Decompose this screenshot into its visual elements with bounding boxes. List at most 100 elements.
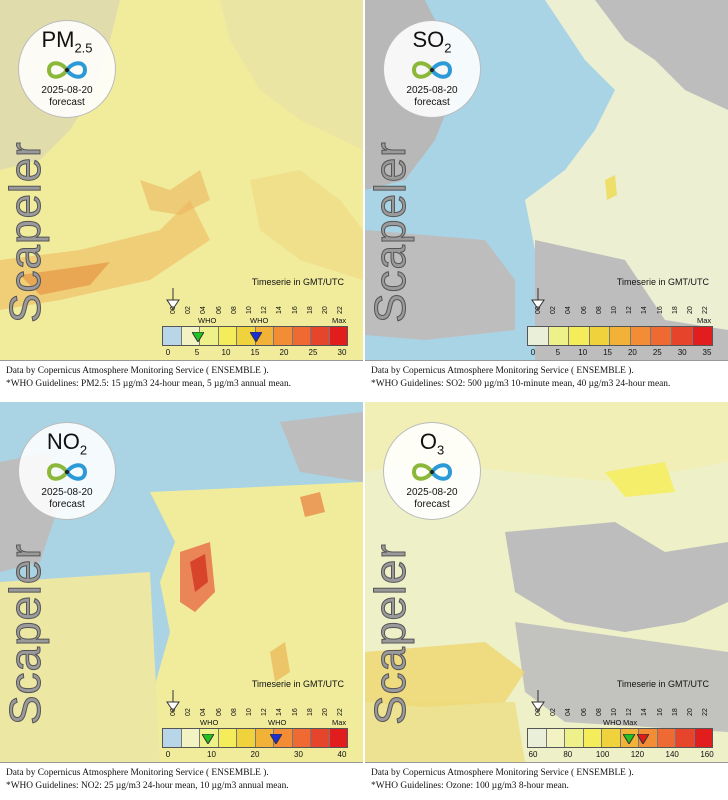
hour-label: 16 — [291, 306, 299, 314]
hour-label: 08 — [595, 306, 603, 314]
hour-label: 18 — [671, 708, 679, 716]
who-label: WHO — [250, 316, 269, 325]
scale-tick: 0 — [165, 750, 171, 759]
infinity-logo-icon — [46, 463, 88, 481]
hour-label: 08 — [595, 708, 603, 716]
scale-cell — [329, 729, 347, 747]
so2-timeserie-legend: Timeserie in GMT/UTC 00 02 04 06 08 10 12 14 16 1… — [525, 270, 715, 360]
scale-tick: 20 — [279, 348, 289, 357]
so2-footer: Data by Copernicus Atmosphere Monitoring… — [365, 360, 728, 398]
pm25-date: 2025-08-20 — [41, 85, 93, 96]
scale-cell — [630, 327, 652, 345]
time-arrow-icon — [166, 288, 180, 310]
hour-label: 10 — [246, 708, 253, 716]
panel-o3: O3 2025-08-20 forecast Scapeler Timeseri… — [365, 402, 728, 800]
hour-labels: 00 02 04 06 08 10 12 14 16 18 20 22 — [170, 696, 346, 718]
time-arrow-icon — [166, 690, 180, 712]
who-label: WHO — [268, 718, 287, 727]
max-label: Max — [623, 718, 638, 727]
scale-tick: 120 — [630, 750, 645, 759]
scale-cell — [694, 729, 712, 747]
hour-label: 14 — [641, 306, 649, 314]
scale-cell — [546, 729, 565, 747]
pm25-forecast-label: forecast — [49, 97, 85, 108]
hour-label: 00 — [535, 708, 542, 716]
scale-tick: 40 — [337, 750, 347, 759]
scale-tick: 0 — [530, 348, 536, 357]
hour-labels: 00 02 04 06 08 10 12 14 16 18 20 22 — [535, 294, 711, 316]
hour-labels: 00 02 04 06 08 10 12 14 16 18 20 22 — [170, 294, 346, 316]
no2-timeserie-legend: Timeserie in GMT/UTC 00 02 04 06 08 10 12 14 16 1… — [160, 672, 350, 762]
pm25-footer: Data by Copernicus Atmosphere Monitoring… — [0, 360, 363, 398]
hour-label: 22 — [337, 306, 345, 314]
color-scale — [527, 326, 713, 346]
footer-source: Data by Copernicus Atmosphere Monitoring… — [6, 366, 269, 376]
brand-watermark: Scapeler — [366, 141, 416, 324]
scale-tick: 30 — [337, 348, 347, 357]
scale-cell — [218, 729, 237, 747]
scale-cell — [610, 327, 631, 345]
so2-forecast-label: forecast — [414, 97, 450, 108]
o3-timeserie-legend: Timeserie in GMT/UTC 00 02 04 06 08 10 12 14 16 1… — [525, 672, 715, 762]
scale-cell — [602, 729, 621, 747]
hour-labels: 00 02 04 06 08 10 12 14 16 18 20 22 — [535, 696, 711, 718]
hour-label: 04 — [200, 708, 208, 716]
timeserie-title: Timeserie in GMT/UTC — [251, 679, 344, 689]
o3-badge: O3 2025-08-20 forecast — [383, 422, 481, 520]
o3-date: 2025-08-20 — [406, 487, 458, 498]
infinity-logo-icon — [46, 61, 88, 79]
scale-tick: 25 — [308, 348, 318, 357]
hour-label: 06 — [580, 708, 588, 716]
time-arrow-icon — [531, 288, 545, 310]
hour-label: 02 — [185, 306, 193, 314]
infinity-logo-icon — [411, 61, 453, 79]
brand-watermark: Scapeler — [1, 543, 51, 726]
max-label: Max — [332, 316, 347, 325]
blue-who-marker-icon — [250, 332, 262, 342]
color-scale — [162, 326, 348, 346]
timeserie-title: Timeserie in GMT/UTC — [616, 277, 709, 287]
scale-cell — [583, 729, 602, 747]
panel-so2: SO2 2025-08-20 forecast Scapeler Timeser… — [365, 0, 728, 398]
scale-cell — [163, 327, 182, 345]
footer-who: *WHO Guidelines: PM2.5: 15 µg/m3 24-hour… — [6, 379, 291, 389]
scale-tick: 20 — [627, 348, 637, 357]
hour-label: 22 — [702, 708, 710, 716]
scale-cell — [548, 327, 570, 345]
scale-tick: 100 — [595, 750, 610, 759]
hour-label: 18 — [671, 306, 679, 314]
scale-cell — [676, 729, 695, 747]
hour-label: 02 — [550, 708, 558, 716]
scale-cell — [569, 327, 590, 345]
who-label: WHO — [198, 316, 217, 325]
hour-label: 00 — [535, 306, 542, 314]
hour-label: 02 — [185, 708, 193, 716]
scale-cell — [181, 729, 200, 747]
scale-ticks: 0 5 10 15 20 25 30 35 — [527, 348, 713, 360]
scale-cell — [651, 327, 672, 345]
hour-label: 14 — [641, 708, 649, 716]
scale-cell — [218, 327, 237, 345]
scale-cell — [292, 327, 311, 345]
scale-cell — [292, 729, 311, 747]
who-label: WHO — [200, 718, 219, 727]
footer-source: Data by Copernicus Atmosphere Monitoring… — [371, 768, 634, 778]
scale-tick: 140 — [665, 750, 679, 759]
hour-label: 20 — [687, 306, 694, 314]
max-label: Max — [332, 718, 347, 727]
scale-tick: 80 — [563, 750, 573, 759]
hour-label: 00 — [170, 306, 177, 314]
max-label: Max — [697, 316, 712, 325]
hour-label: 08 — [230, 306, 238, 314]
no2-badge: NO2 2025-08-20 forecast — [18, 422, 116, 520]
so2-title: SO2 — [412, 27, 452, 56]
green-who-marker-icon — [623, 734, 635, 744]
scale-ticks: 60 80 100 120 140 160 — [527, 750, 714, 762]
scale-tick: 30 — [677, 348, 687, 357]
hour-label: 18 — [306, 708, 314, 716]
scale-cell — [692, 327, 713, 345]
scale-tick: 15 — [250, 348, 260, 357]
scale-tick: 30 — [294, 750, 303, 759]
scale-cell — [657, 729, 676, 747]
